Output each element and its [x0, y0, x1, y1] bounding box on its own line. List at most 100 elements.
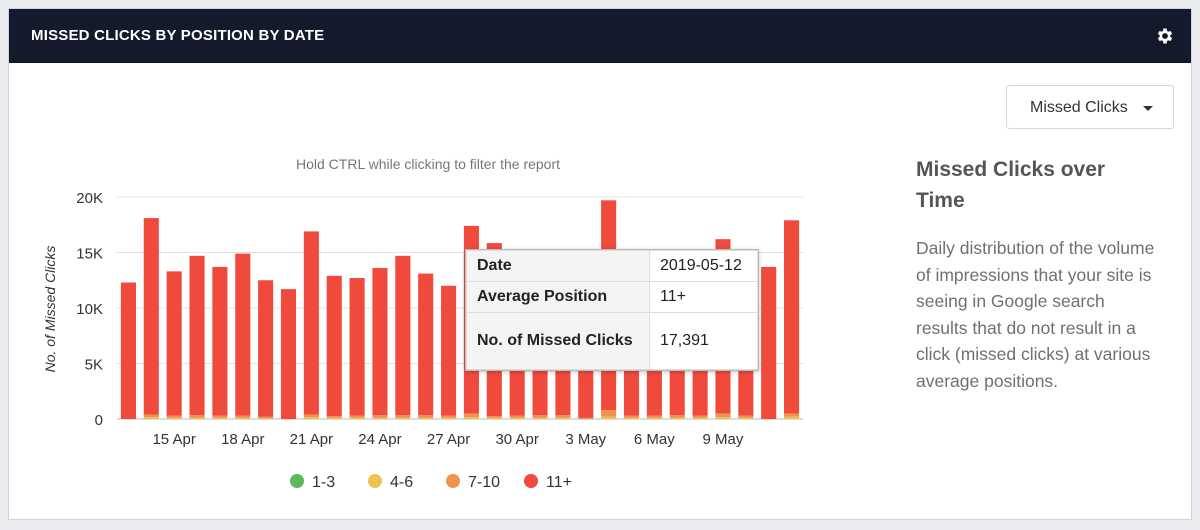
legend-label: 11+ [546, 474, 572, 491]
bar-segment [463, 417, 479, 419]
tooltip-row: Date 2019-05-12 [466, 250, 758, 282]
bar-segment [784, 413, 800, 417]
gear-icon[interactable] [1155, 26, 1175, 46]
bar-segment [189, 417, 205, 419]
bar-segment [143, 417, 159, 419]
bar-segment [349, 278, 365, 416]
bar-segment [715, 413, 731, 418]
legend-label: 1-3 [312, 474, 335, 491]
tooltip-value: 11+ [649, 281, 758, 313]
bar-segment [395, 415, 411, 418]
bar-segment [486, 417, 502, 419]
bar-segment [738, 415, 754, 418]
legend-marker [290, 474, 304, 488]
bar-segment [303, 231, 319, 415]
bar-segment [555, 415, 571, 418]
bar-segment [692, 417, 708, 419]
bar-segment [646, 415, 662, 418]
bar-segment [601, 416, 617, 419]
bar-segment [441, 285, 457, 416]
bar-segment [418, 415, 434, 418]
bar-segment [395, 255, 411, 416]
bar-segment [578, 417, 594, 419]
x-tick-label: 6 May [634, 431, 675, 448]
bar-segment [189, 415, 205, 418]
y-tick-label: 15K [76, 246, 103, 263]
widget-title: MISSED CLICKS BY POSITION BY DATE [31, 27, 325, 44]
x-tick-label: 24 Apr [358, 431, 401, 448]
metric-dropdown[interactable]: Missed Clicks [1006, 85, 1174, 129]
bar-segment [623, 417, 640, 419]
tooltip-key: Date [466, 250, 650, 282]
bar-segment [784, 220, 800, 414]
y-tick-label: 0 [95, 412, 103, 429]
y-tick-label: 10K [76, 301, 103, 318]
bar-segment [166, 271, 182, 416]
missed-clicks-widget: MISSED CLICKS BY POSITION BY DATE Missed… [8, 8, 1192, 520]
bar-segment [372, 415, 388, 418]
legend-marker [446, 474, 460, 488]
widget-header: MISSED CLICKS BY POSITION BY DATE [9, 9, 1191, 63]
bar-segment [441, 417, 457, 419]
bar-segment [601, 410, 617, 417]
x-tick-label: 27 Apr [427, 431, 470, 448]
x-tick-label: 9 May [703, 431, 744, 448]
bar-segment [418, 273, 434, 416]
bar-segment [326, 416, 342, 418]
x-tick-label: 21 Apr [290, 431, 333, 448]
caret-down-icon [1143, 106, 1153, 111]
bar-segment [532, 417, 548, 419]
bar-segment [166, 415, 182, 418]
bar-segment [303, 417, 319, 419]
bar-segment [509, 415, 525, 418]
tooltip-row: Average Position 11+ [466, 281, 758, 313]
bar-segment [463, 413, 479, 418]
bar-segment [646, 417, 662, 419]
bar-segment [509, 417, 525, 419]
legend-marker [524, 474, 538, 488]
bar-segment [372, 417, 388, 419]
y-axis-title: No. of Missed Clicks [42, 246, 58, 373]
bar-segment [395, 417, 411, 419]
bar-segment [372, 268, 388, 416]
bar-segment [280, 289, 297, 419]
tooltip-key: Average Position [466, 281, 650, 313]
bar-segment [258, 280, 274, 417]
bar-segment [326, 275, 342, 417]
bar-segment [143, 414, 159, 418]
bar-segment [738, 417, 754, 419]
bar-segment [120, 282, 136, 419]
bar-segment [303, 414, 319, 418]
side-title: Missed Clicks over Time [916, 158, 1106, 212]
legend-label: 7-10 [468, 474, 500, 491]
bar-segment [189, 255, 205, 416]
bar-segment [326, 417, 342, 419]
bar-segment [212, 415, 228, 418]
bar-segment [166, 417, 182, 419]
bar-segment [761, 266, 777, 419]
bar-segment [235, 417, 251, 419]
x-tick-label: 30 Apr [495, 431, 538, 448]
metric-dropdown-label: Missed Clicks [1030, 99, 1128, 116]
bar-segment [669, 417, 685, 419]
chart-tooltip: Date 2019-05-12 Average Position 11+ No.… [465, 249, 759, 371]
bar-segment [532, 415, 548, 418]
bar-segment [235, 253, 251, 416]
bar-segment [623, 415, 640, 418]
bar-segment [143, 218, 159, 415]
bar-segment [486, 416, 502, 418]
x-tick-label: 15 Apr [152, 431, 195, 448]
bar-segment [235, 415, 251, 418]
legend-label: 4-6 [390, 474, 413, 491]
bar-segment [258, 418, 274, 419]
side-description: Daily distribution of the volume of impr… [916, 238, 1155, 391]
x-tick-label: 18 Apr [221, 431, 264, 448]
bar-segment [418, 417, 434, 419]
bar-segment [715, 417, 731, 419]
bar-segment [555, 417, 571, 419]
bar-segment [212, 417, 228, 419]
x-tick-label: 3 May [565, 431, 606, 448]
bar-segment [349, 415, 365, 418]
tooltip-value: 17,391 [649, 312, 758, 370]
bar-segment [212, 266, 228, 416]
